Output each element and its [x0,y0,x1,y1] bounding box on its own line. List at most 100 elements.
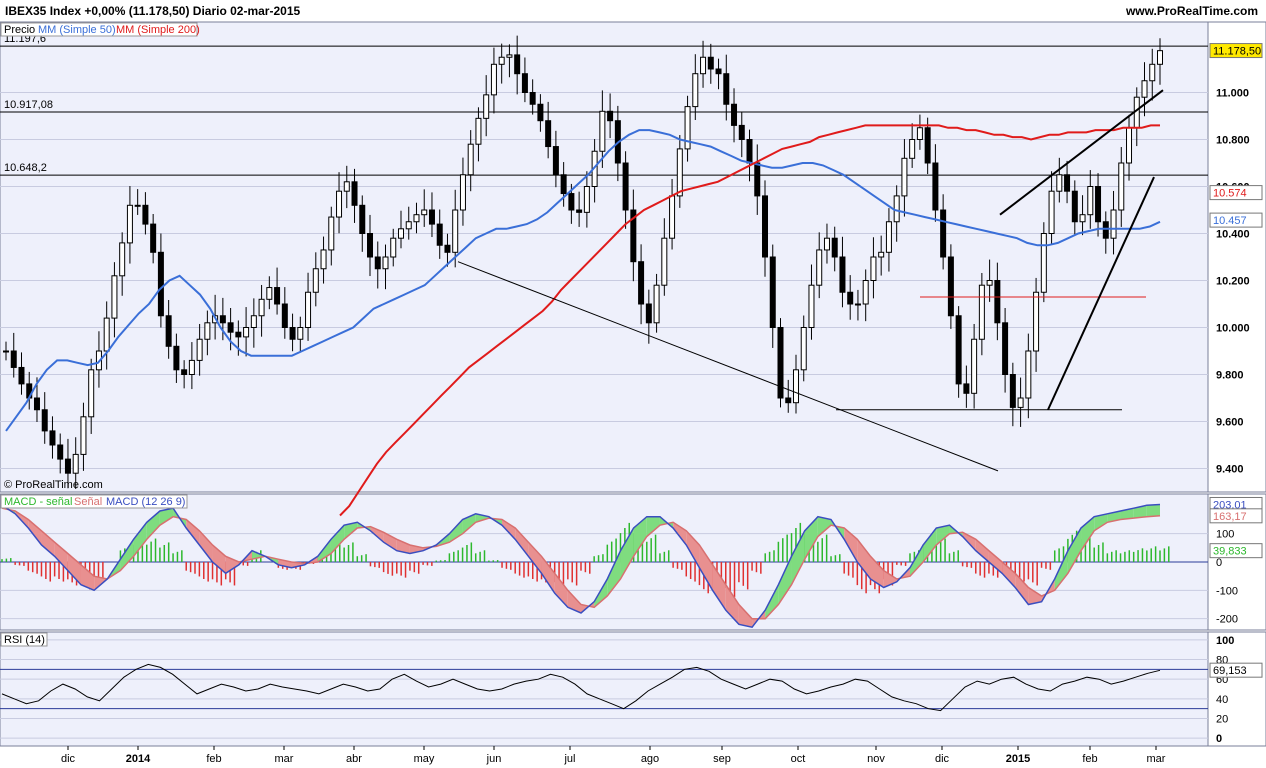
candle-body [607,110,614,122]
x-tick-label: mar [275,753,294,765]
candle-body [126,204,133,244]
candle-body [235,331,242,338]
candle-body [1017,397,1024,408]
sma200-line [339,124,1160,517]
price-tick-label: 10.200 [1216,276,1250,288]
x-tick-label: feb [206,753,221,765]
candle-body [831,237,838,258]
site-link[interactable]: www.ProRealTime.com [1125,4,1258,18]
candle-body [405,221,412,230]
watermark: © ProRealTime.com [4,479,103,491]
price-legend: Precio MM (Simple 50) MM (Simple 200) © Pro… [0,22,200,491]
candle-body [467,143,474,176]
candle-body [916,127,923,140]
macd-fill [528,542,542,574]
macd-fill [344,522,358,540]
candle-body [289,327,296,340]
macd-fill [633,516,647,557]
candle-body [947,256,954,317]
candle-body [1110,209,1117,239]
macd-fill [1028,587,1042,605]
candle-body [359,204,366,235]
macd-fill [817,516,832,537]
candle-body [723,73,730,105]
candle-body [893,195,900,223]
candle-body [1087,186,1094,216]
macd-fill [686,530,700,568]
candle-body [1056,174,1063,192]
macd-fill [909,545,924,577]
candle-body [839,256,846,293]
candle-body [18,366,25,385]
candle-body [142,204,149,225]
rsi-line [1,663,1161,712]
candle-body [715,68,722,75]
candle-body [250,315,257,328]
candle-body [258,298,265,317]
macd-fill [541,556,555,594]
candle-body [367,233,374,258]
legend-rsi: RSI (14) [4,634,45,646]
macd-fill [778,556,792,605]
legend-macd: MACD (12 26 9) [106,496,185,508]
candle-body [576,209,583,213]
sma50-tag-bg [1209,212,1263,228]
macd-legend: MACD - señal Señal MACD (12 26 9) [0,494,188,509]
macd-fill [80,564,95,591]
candle-body [64,458,71,474]
candle-body [785,397,792,404]
candle-body [227,322,234,333]
sma200-tag-bg [1209,185,1263,201]
macd-fill [225,556,239,574]
macd-fill [396,539,410,554]
x-tick-label: 2015 [1006,753,1030,765]
price-level-label: 10.917,08 [4,99,53,111]
candle-body [738,124,745,141]
candle-body [103,317,110,352]
candle-body [397,228,404,239]
candle-body [1071,190,1078,223]
rsi-tag-bg [1209,662,1263,678]
candle-body [978,284,985,340]
candle-body [808,284,815,329]
candle-body [1141,80,1148,98]
candle-body [669,195,676,239]
candle-body [41,409,48,432]
macd-fill [133,522,147,557]
macd-fill [159,508,174,526]
candle-body [196,338,203,361]
x-tick-label: oct [791,753,806,765]
macd-fill [186,519,200,545]
macd-fill [383,532,397,551]
macd-fill [1133,505,1147,519]
candle-body [428,209,435,225]
candle-body [181,369,188,375]
candle-body [490,63,497,96]
price-tick-label: 10.400 [1216,229,1250,241]
candle-body [909,139,916,159]
macd-tick-label: -200 [1216,614,1238,626]
legend-signal: Señal [74,496,102,508]
candle-body [823,237,830,251]
macd-fill [857,539,871,579]
candle-body [847,291,854,305]
candle-body [545,120,552,148]
candle-body [312,268,319,293]
candle-body [529,92,536,105]
candle-body [645,303,652,324]
candle-body [1009,374,1016,408]
candle-body [119,242,126,277]
candle-body [165,315,172,347]
price-tick-label: 10.000 [1216,323,1250,335]
candle-body [1033,291,1040,352]
x-tick-label: jul [563,753,575,765]
candle-body [924,127,931,164]
macd-fill [146,511,160,540]
wedge-lower-line [1047,176,1155,411]
macd-tick-label: -100 [1216,585,1238,597]
x-tick-label: mar [1147,753,1166,765]
candle-body [3,350,9,353]
macd-fill [791,530,805,585]
candle-body [955,315,962,385]
